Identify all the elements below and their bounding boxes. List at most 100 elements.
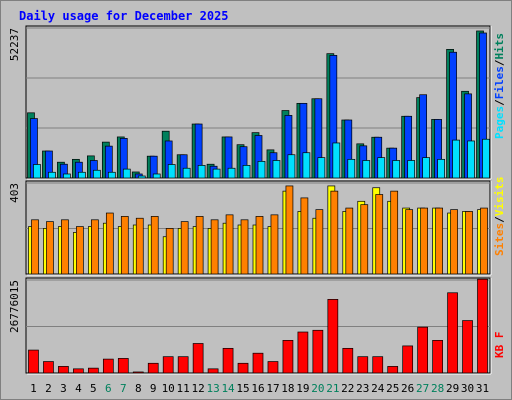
chart-title: Daily usage for December 2025 bbox=[19, 9, 229, 23]
bar-pages-day-26 bbox=[407, 160, 416, 179]
x-tick-label-day-24: 24 bbox=[371, 382, 385, 395]
x-tick-label-day-8: 8 bbox=[135, 382, 142, 395]
bar-kb-f-day-9 bbox=[147, 362, 159, 374]
x-tick-label-day-2: 2 bbox=[45, 382, 52, 395]
bar-sites-day-27 bbox=[420, 207, 428, 275]
panel-visits-sites: 403 Sites/Visits bbox=[8, 177, 506, 276]
x-tick-label-day-16: 16 bbox=[251, 382, 264, 395]
bar-pages-day-29 bbox=[452, 139, 460, 179]
bar-kb-f-day-30 bbox=[462, 320, 473, 374]
bar-kb-f-day-23 bbox=[357, 356, 369, 374]
legend-hits-files-pages: Pages/Files/Hits bbox=[493, 33, 506, 139]
bar-sites-day-11 bbox=[180, 221, 189, 275]
bar-kb-f-day-12 bbox=[192, 343, 204, 374]
x-tick-label-day-19: 19 bbox=[296, 382, 309, 395]
bar-pages-day-5 bbox=[93, 169, 101, 179]
bar-pages-day-6 bbox=[107, 171, 116, 179]
x-tick-label-day-6: 6 bbox=[105, 382, 112, 395]
bar-pages-day-15 bbox=[242, 165, 251, 179]
bar-sites-day-30 bbox=[465, 211, 473, 275]
bar-kb-f-day-8 bbox=[132, 371, 144, 374]
bar-kb-f-day-2 bbox=[43, 361, 54, 374]
bar-kb-f-day-27 bbox=[417, 326, 428, 374]
bar-pages-day-19 bbox=[302, 152, 311, 179]
bar-kb-f-day-22 bbox=[342, 347, 354, 374]
y-max-label: 26776015 bbox=[8, 280, 21, 333]
x-tick-label-day-18: 18 bbox=[281, 382, 294, 395]
bar-pages-day-17 bbox=[272, 160, 281, 179]
x-tick-label-day-20: 20 bbox=[311, 382, 324, 395]
bar-pages-day-23 bbox=[362, 160, 371, 179]
bar-kb-f-day-4 bbox=[73, 368, 84, 374]
bar-kb-f-day-11 bbox=[177, 356, 189, 374]
x-tick-label-day-23: 23 bbox=[356, 382, 369, 395]
legend-sites: Sites bbox=[493, 223, 506, 256]
bar-kb-f-day-21 bbox=[327, 299, 339, 374]
bar-kb-f-day-5 bbox=[88, 367, 99, 374]
bar-pages-day-22 bbox=[347, 158, 356, 179]
x-tick-label-day-29: 29 bbox=[446, 382, 459, 395]
bar-kb-f-day-14 bbox=[222, 347, 234, 374]
bar-kb-f-day-19 bbox=[297, 331, 309, 374]
x-tick-label-day-5: 5 bbox=[90, 382, 97, 395]
bar-pages-day-3 bbox=[63, 173, 71, 179]
bar-kb-f-day-28 bbox=[432, 340, 443, 374]
panel-hits-files-pages: 52237 Pages/Files/Hits bbox=[8, 25, 506, 180]
bar-sites-day-2 bbox=[46, 221, 54, 275]
bar-sites-day-14 bbox=[225, 214, 234, 275]
bar-sites-day-3 bbox=[61, 219, 69, 275]
x-tick-label-day-10: 10 bbox=[162, 382, 175, 395]
x-tick-label-day-7: 7 bbox=[120, 382, 127, 395]
bar-pages-day-1 bbox=[33, 164, 41, 179]
x-tick-label-day-9: 9 bbox=[150, 382, 157, 395]
bar-kb-f-day-1 bbox=[28, 349, 39, 374]
bar-sites-day-20 bbox=[315, 209, 324, 275]
bar-pages-day-8 bbox=[137, 175, 146, 179]
bar-kb-f-day-18 bbox=[282, 340, 294, 374]
x-tick-label-day-3: 3 bbox=[60, 382, 67, 395]
legend-separator: / bbox=[493, 59, 506, 66]
bar-kb-f-day-15 bbox=[237, 362, 249, 374]
bar-kb-f-day-3 bbox=[58, 366, 69, 374]
panel-kbytes: 26776015 KB F bbox=[8, 277, 506, 375]
bar-sites-day-12 bbox=[195, 216, 204, 275]
legend-pages: Pages bbox=[493, 106, 506, 139]
bar-kb-f-day-31 bbox=[477, 278, 488, 374]
bar-sites-day-24 bbox=[375, 194, 384, 275]
y-max-label: 52237 bbox=[8, 28, 21, 61]
bar-sites-day-16 bbox=[255, 216, 264, 275]
legend-separator: / bbox=[493, 99, 506, 106]
bar-sites-day-28 bbox=[435, 207, 443, 275]
bar-sites-day-25 bbox=[390, 190, 399, 275]
x-tick-label-day-27: 27 bbox=[416, 382, 429, 395]
bar-sites-day-9 bbox=[150, 216, 159, 275]
bar-pages-day-14 bbox=[227, 167, 236, 179]
bar-pages-day-18 bbox=[287, 154, 296, 179]
bar-pages-day-21 bbox=[332, 142, 341, 179]
bar-pages-day-9 bbox=[152, 173, 161, 179]
bar-pages-day-2 bbox=[48, 171, 56, 179]
bar-sites-day-26 bbox=[405, 209, 414, 275]
bar-kb-f-day-20 bbox=[312, 329, 324, 374]
bar-sites-day-23 bbox=[360, 204, 369, 275]
bar-pages-day-20 bbox=[317, 157, 326, 179]
legend-visits-sites: Sites/Visits bbox=[493, 177, 506, 257]
x-tick-label-day-15: 15 bbox=[236, 382, 249, 395]
bar-sites-day-17 bbox=[270, 214, 279, 275]
x-tick-label-day-31: 31 bbox=[476, 382, 489, 395]
bar-kb-f-day-16 bbox=[252, 352, 264, 374]
bar-kb-f-day-6 bbox=[102, 358, 114, 374]
x-tick-label-day-17: 17 bbox=[266, 382, 279, 395]
bar-kb-f-day-7 bbox=[117, 358, 129, 374]
bar-sites-day-18 bbox=[285, 185, 294, 275]
legend-separator: / bbox=[493, 216, 506, 223]
bar-pages-day-7 bbox=[122, 168, 131, 179]
x-tick-label-day-12: 12 bbox=[192, 382, 205, 395]
y-max-label: 403 bbox=[8, 183, 21, 203]
x-tick-label-day-11: 11 bbox=[177, 382, 190, 395]
bar-sites-day-21 bbox=[330, 190, 339, 275]
bar-pages-day-10 bbox=[167, 164, 176, 179]
legend-kbytes: KB F bbox=[493, 332, 506, 359]
